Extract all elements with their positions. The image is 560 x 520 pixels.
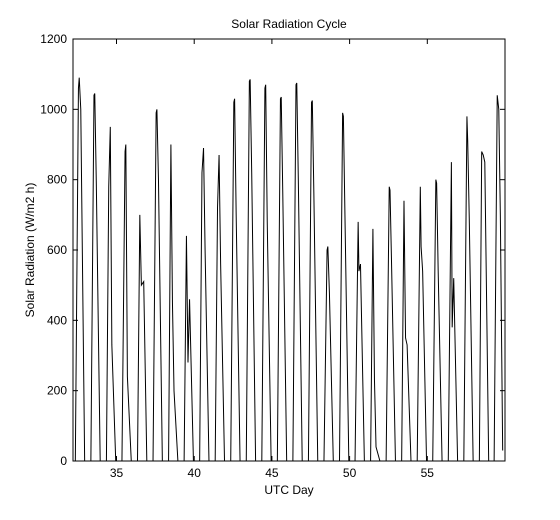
- daily-radiation-peak: [276, 96, 288, 461]
- daily-radiation-peak: [323, 246, 334, 461]
- daily-radiation-peak: [307, 100, 319, 461]
- daily-radiation-peak: [214, 155, 226, 461]
- y-tick-label: 800: [47, 173, 67, 187]
- plot-area: [72, 38, 506, 462]
- daily-radiation-peak: [370, 228, 381, 461]
- x-axis: 35 40 45 50 55: [110, 39, 434, 480]
- daily-radiation-peak: [245, 79, 257, 461]
- daily-radiation-peak: [354, 221, 365, 461]
- y-axis-title: Solar Radiation (W/m2 h): [23, 183, 37, 318]
- radiation-series: [74, 77, 504, 461]
- daily-radiation-peak: [168, 144, 179, 461]
- y-tick-label: 400: [47, 313, 67, 327]
- daily-radiation-peak: [90, 93, 101, 461]
- daily-radiation-peak: [199, 147, 210, 461]
- daily-radiation-peak: [261, 84, 272, 461]
- y-axis: 0 200 400 600 800 1000 1200: [40, 32, 505, 468]
- daily-radiation-peak: [401, 200, 412, 461]
- daily-radiation-peak: [339, 112, 350, 461]
- daily-radiation-peak: [493, 95, 504, 461]
- daily-radiation-peak: [121, 144, 132, 461]
- daily-radiation-peak: [183, 235, 194, 461]
- y-tick-label: 1200: [40, 32, 67, 46]
- daily-radiation-peak: [385, 186, 396, 461]
- daily-radiation-peak: [478, 151, 490, 461]
- daily-radiation-peak: [432, 179, 443, 461]
- daily-radiation-peak: [463, 116, 474, 461]
- x-tick-label: 55: [421, 466, 435, 480]
- daily-radiation-peak: [447, 162, 459, 461]
- daily-radiation-peak: [74, 77, 86, 461]
- y-tick-label: 1000: [40, 102, 67, 116]
- x-axis-title: UTC Day: [264, 483, 313, 497]
- x-tick-label: 40: [188, 466, 202, 480]
- y-tick-label: 600: [47, 243, 67, 257]
- daily-radiation-peak: [105, 126, 117, 461]
- x-tick-label: 35: [110, 466, 124, 480]
- y-tick-label: 0: [60, 454, 67, 468]
- y-tick-label: 200: [47, 384, 67, 398]
- daily-radiation-peak: [416, 186, 428, 461]
- x-tick-label: 50: [343, 466, 357, 480]
- x-tick-label: 45: [265, 466, 279, 480]
- daily-radiation-peak: [136, 214, 148, 461]
- daily-radiation-peak: [292, 82, 303, 461]
- daily-radiation-peak: [152, 109, 163, 461]
- daily-radiation-peak: [230, 98, 241, 461]
- chart-title: Solar Radiation Cycle: [231, 17, 347, 31]
